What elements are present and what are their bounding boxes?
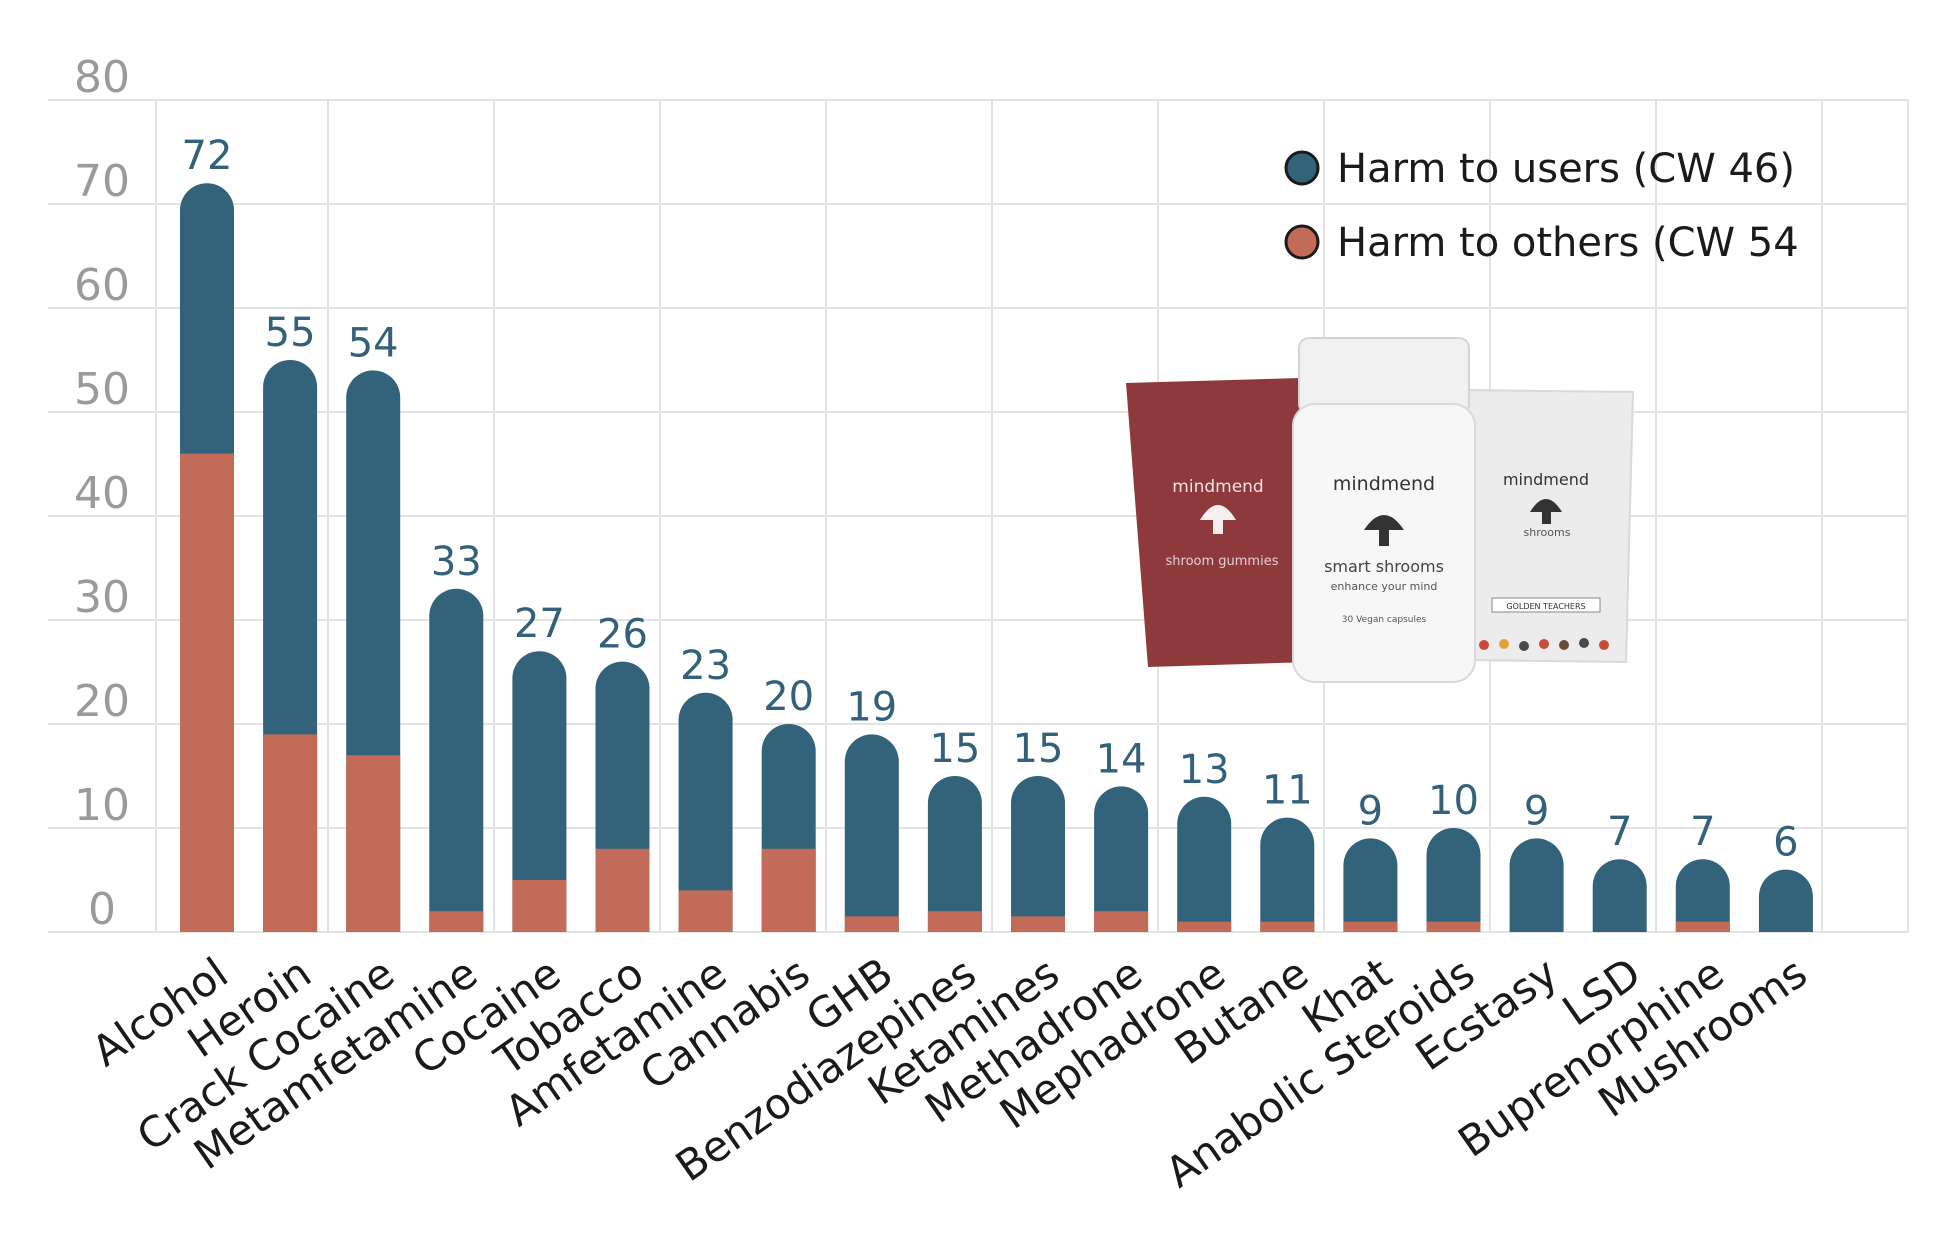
y-tick-label: 70: [74, 156, 130, 207]
pouch-left-name: shroom gummies: [1166, 554, 1279, 569]
value-label: 14: [1096, 736, 1147, 782]
bottle-name: smart shrooms: [1324, 557, 1444, 576]
bar-others-0: [180, 453, 234, 932]
value-label: 15: [1013, 726, 1064, 772]
y-tick-label: 80: [74, 52, 130, 103]
y-tick-label: 0: [88, 884, 116, 935]
pouch-right-label: GOLDEN TEACHERS: [1506, 602, 1585, 611]
bar-users-10: [1011, 776, 1065, 932]
mushroom-logo-icon: [1200, 505, 1236, 534]
bar-users-8: [844, 734, 899, 932]
bottle-detail: 30 Vegan capsules: [1342, 615, 1427, 625]
value-label: 10: [1428, 778, 1479, 824]
legend-others-swatch: [1284, 224, 1320, 260]
bar-others-15: [1426, 921, 1481, 932]
capsule-bottle: mindmend smart shrooms enhance your mind…: [1292, 337, 1476, 683]
bar-others-7: [761, 848, 816, 932]
bar-others-3: [429, 911, 484, 932]
bar-others-1: [263, 734, 318, 932]
bar-others-2: [346, 755, 401, 932]
bar-users-12: [1177, 796, 1232, 932]
shrooms-pouch: mindmend shrooms GOLDEN TEACHERS: [1463, 388, 1635, 664]
y-tick-label: 30: [74, 572, 130, 623]
pouch-right-name: shrooms: [1524, 526, 1571, 539]
pouch-right-brand: mindmend: [1503, 470, 1589, 489]
bar-users-13: [1260, 817, 1315, 932]
bars: [180, 183, 1813, 932]
bar-others-9: [927, 911, 982, 932]
legend-users-swatch: [1284, 150, 1320, 186]
legend: Harm to users (CW 46) Harm to others (CW…: [1284, 146, 1799, 266]
value-label: 23: [680, 643, 731, 689]
bar-others-10: [1011, 916, 1065, 932]
value-label: 9: [1524, 788, 1549, 834]
bar-users-18: [1675, 859, 1730, 932]
value-label: 15: [929, 726, 980, 772]
bar-others-8: [844, 916, 899, 932]
bar-users-17: [1592, 859, 1647, 932]
value-label: 19: [846, 684, 897, 730]
legend-others-label: Harm to others (CW 54: [1337, 220, 1799, 266]
bar-users-16: [1509, 838, 1564, 932]
bar-others-18: [1675, 921, 1730, 932]
y-tick-label: 40: [74, 468, 130, 519]
value-label: 13: [1179, 747, 1230, 793]
legend-users-label: Harm to users (CW 46): [1337, 146, 1795, 192]
mushroom-logo-icon: [1364, 515, 1404, 546]
value-labels: 72 55 54 33 27 26 23 20 19 15 15 14 13 11 9 10 9 7 7 6: [182, 133, 1799, 865]
bar-others-12: [1177, 921, 1232, 932]
bar-others-11: [1094, 911, 1149, 932]
pouch-left-brand: mindmend: [1172, 477, 1263, 497]
bar-users-19: [1758, 869, 1813, 932]
bottle-brand: mindmend: [1333, 473, 1435, 495]
bar-users-9: [927, 776, 982, 932]
value-label: 72: [182, 133, 233, 179]
bar-users-14: [1343, 838, 1398, 932]
mini-mushrooms-icon: [1479, 638, 1609, 651]
bar-users-15: [1426, 828, 1481, 932]
bar-others-13: [1260, 921, 1315, 932]
product-photo: mindmend shroom gummies mindmend shrooms…: [1126, 337, 1635, 683]
value-label: 55: [265, 310, 316, 356]
value-label: 26: [597, 612, 648, 658]
mushroom-logo-icon: [1530, 499, 1562, 524]
y-tick-label: 50: [74, 364, 130, 415]
value-label: 9: [1358, 788, 1383, 834]
value-label: 7: [1690, 809, 1715, 855]
bar-users-3: [429, 588, 484, 932]
bar-others-5: [595, 848, 650, 932]
bar-users-6: [678, 692, 733, 932]
value-label: 27: [514, 601, 565, 647]
value-label: 20: [763, 674, 814, 720]
bar-users-4: [512, 651, 567, 932]
y-tick-label: 60: [74, 260, 130, 311]
bar-others-14: [1343, 921, 1398, 932]
y-tick-label: 20: [74, 676, 130, 727]
bottle-tagline: enhance your mind: [1331, 580, 1438, 593]
bar-others-4: [512, 880, 567, 932]
value-label: 54: [348, 320, 399, 366]
y-axis-ticks: 0 10 20 30 40 50 60 70 80: [74, 52, 130, 935]
value-label: 11: [1262, 768, 1313, 814]
value-label: 33: [431, 539, 482, 585]
gummies-pouch: mindmend shroom gummies: [1126, 378, 1310, 667]
value-label: 7: [1607, 809, 1632, 855]
bar-users-11: [1094, 786, 1149, 932]
value-label: 6: [1773, 820, 1798, 866]
bar-others-6: [678, 890, 733, 932]
y-tick-label: 10: [74, 780, 130, 831]
